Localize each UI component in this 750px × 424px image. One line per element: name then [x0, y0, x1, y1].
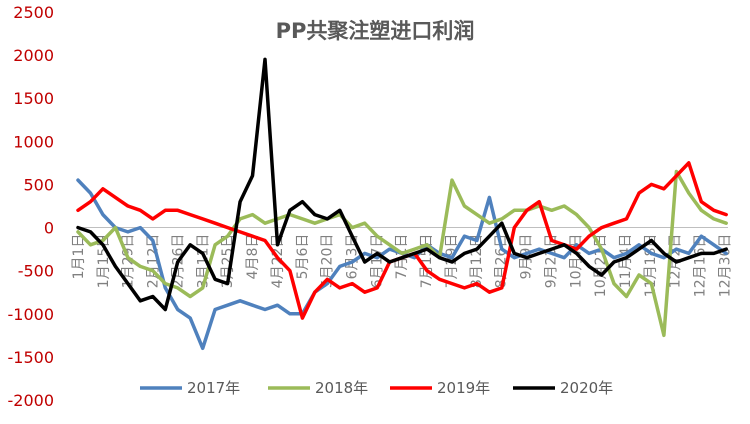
y-tick-label: -2000 — [8, 391, 55, 410]
y-tick-label: -1500 — [8, 348, 55, 367]
y-axis-ticks: 2500 2000 1500 1000 500 0 -500 -1000 -1500 -2000 — [8, 3, 55, 410]
x-tick-label: 4月22日 — [270, 234, 286, 289]
series-line-2020 — [76, 57, 728, 312]
y-tick-label: 1000 — [13, 132, 54, 151]
y-tick-label: 2500 — [13, 3, 54, 22]
y-tick-label: 2000 — [13, 46, 54, 65]
x-tick-label: 4月8日 — [245, 234, 261, 280]
y-tick-label: -1000 — [8, 305, 55, 324]
legend-label-2018: 2018年 — [315, 379, 368, 397]
series-lines — [76, 57, 728, 351]
legend-label-2020: 2020年 — [560, 379, 613, 397]
series-line-2018 — [76, 169, 728, 338]
x-tick-label: 1月15日 — [96, 234, 112, 289]
x-tick-label: 6月17日 — [369, 234, 385, 289]
y-tick-label: 1500 — [13, 89, 54, 108]
x-tick-label: 12月16日 — [693, 234, 709, 298]
x-tick-label: 5月20日 — [320, 234, 336, 289]
y-tick-label: 500 — [23, 175, 54, 194]
y-tick-label: -500 — [18, 262, 54, 281]
legend: 2017年 2018年 2019年 2020年 — [140, 379, 613, 397]
x-tick-label: 12月30日 — [717, 234, 733, 298]
y-tick-label: 0 — [44, 219, 54, 238]
chart-title: PP共聚注塑进口利润 — [276, 19, 475, 43]
x-tick-label: 11月4日 — [618, 234, 634, 289]
legend-label-2017: 2017年 — [187, 379, 240, 397]
x-tick-label: 5月6日 — [295, 234, 311, 280]
x-tick-label: 1月1日 — [71, 234, 87, 280]
legend-label-2019: 2019年 — [437, 379, 490, 397]
